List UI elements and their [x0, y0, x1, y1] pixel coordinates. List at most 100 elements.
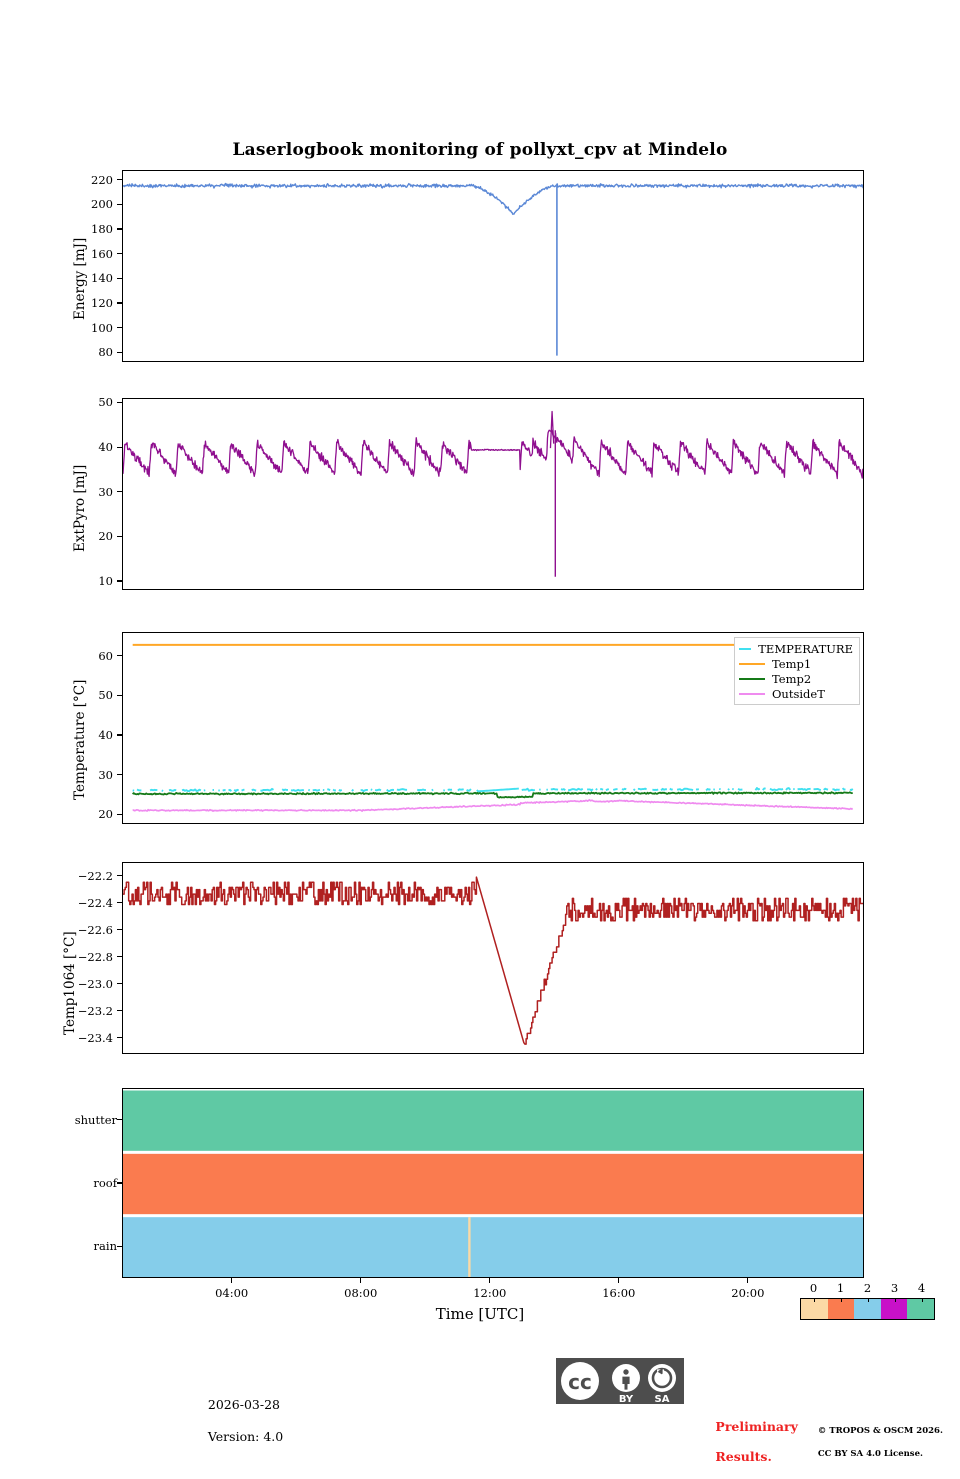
y-tick-mark — [117, 446, 122, 448]
copyright-note: © TROPOS & OSCM 2026. CC BY SA 4.0 Licen… — [806, 1414, 943, 1472]
colorbar-tick-label: 2 — [863, 1281, 872, 1295]
cc-by-sa-badge: cc BY SA — [556, 1358, 684, 1408]
y-tick-label: 40 — [98, 727, 113, 742]
y-tick-label: 180 — [91, 222, 113, 237]
laserlogbook-figure: Laserlogbook monitoring of pollyxt_cpv a… — [62, 140, 943, 1464]
legend-item: Temp1 — [739, 656, 853, 671]
y-tick-label: 20 — [98, 529, 113, 544]
copyright-line-1: © TROPOS & OSCM 2026. — [817, 1425, 943, 1436]
panel-extpyro — [122, 398, 864, 590]
status-row-rain — [123, 1217, 863, 1277]
y-tick-mark — [117, 734, 122, 736]
y-tick-label: 20 — [98, 807, 113, 822]
preliminary-results-note: Preliminary Results. — [698, 1404, 798, 1479]
footer-date-value: 2026-03-28 — [207, 1397, 280, 1412]
colorbar-tick-label: 1 — [836, 1281, 845, 1295]
preliminary-line-1: Preliminary — [715, 1419, 798, 1434]
status-plot-area — [123, 1090, 863, 1277]
y-tick-label: 220 — [91, 172, 113, 187]
axis-label-time: Time [UTC] — [435, 1305, 525, 1323]
y-tick-label: 40 — [98, 440, 113, 455]
y-tick-label: −23.0 — [77, 976, 113, 991]
legend-color-swatch — [739, 677, 765, 680]
y-tick-label: 30 — [98, 767, 113, 782]
y-tick-mark — [117, 773, 122, 776]
legend-label: Temp1 — [772, 656, 812, 671]
y-tick-label: 200 — [91, 197, 113, 212]
x-tick-mark — [489, 1278, 491, 1283]
cc-by-label: BY — [619, 1394, 634, 1404]
y-tick-mark — [117, 956, 122, 958]
status-row-tick — [117, 1182, 122, 1184]
status-row-label-shutter: shutter — [74, 1112, 117, 1127]
x-tick-label: 16:00 — [602, 1286, 636, 1300]
y-tick-mark — [117, 535, 122, 537]
y-tick-mark — [117, 302, 122, 304]
energy-plot-area — [123, 182, 863, 356]
y-tick-mark — [117, 874, 122, 877]
panel-temp1064 — [122, 862, 864, 1054]
temp1064-plot-area — [123, 876, 863, 1045]
colorbar-tick-label: 0 — [809, 1281, 818, 1295]
colorbar-cell-2 — [854, 1299, 881, 1319]
y-tick-label: 120 — [91, 295, 113, 310]
y-tick-mark — [117, 901, 122, 904]
legend-color-swatch — [739, 692, 765, 695]
x-tick-mark — [747, 1278, 749, 1283]
legend-label: Temp2 — [772, 671, 812, 686]
cc-sa-label: SA — [655, 1394, 670, 1404]
colorbar-cell-4 — [907, 1299, 934, 1319]
colorbar-tick-label: 3 — [890, 1281, 899, 1295]
y-tick-label: −22.6 — [77, 922, 113, 937]
y-tick-mark — [117, 491, 122, 493]
y-tick-label: 50 — [98, 688, 113, 703]
x-tick-label: 12:00 — [473, 1286, 507, 1300]
y-tick-mark — [117, 1010, 122, 1012]
panel-energy — [122, 170, 864, 362]
colorbar-tick-mark — [840, 1298, 842, 1302]
colorbar-cell-3 — [880, 1299, 908, 1319]
legend-item: TEMPERATURE — [739, 641, 853, 656]
legend-color-swatch — [739, 662, 765, 665]
temperature-plot-area — [131, 643, 854, 813]
temperature-legend: TEMPERATURE Temp1 Temp2 OutsideT — [734, 637, 860, 705]
x-tick-mark — [360, 1278, 362, 1283]
y-tick-mark — [117, 228, 122, 230]
y-tick-mark — [117, 401, 122, 404]
colorbar-tick-mark — [921, 1298, 923, 1302]
y-tick-mark — [117, 203, 122, 206]
y-tick-mark — [117, 694, 122, 696]
y-tick-label: 80 — [98, 345, 113, 360]
y-tick-label: −22.4 — [77, 895, 113, 910]
colorbar-tick-mark — [894, 1298, 896, 1302]
y-tick-label: 60 — [98, 648, 113, 663]
x-tick-label: 20:00 — [731, 1286, 765, 1300]
y-tick-mark — [117, 1037, 122, 1039]
legend-color-swatch — [739, 647, 752, 650]
y-tick-mark — [117, 253, 122, 255]
y-tick-label: 160 — [91, 246, 113, 261]
y-tick-mark — [117, 580, 122, 582]
y-tick-mark — [117, 983, 122, 985]
x-tick-mark — [231, 1278, 233, 1283]
extpyro-plot-area — [123, 410, 863, 577]
page-title: Laserlogbook monitoring of pollyxt_cpv a… — [232, 140, 728, 160]
status-row-tick — [117, 1245, 122, 1247]
cc-by-sa-icon: cc BY SA — [556, 1358, 684, 1405]
y-tick-label: 10 — [98, 574, 113, 589]
y-tick-label: −22.2 — [77, 868, 113, 883]
x-tick-mark — [618, 1278, 620, 1283]
legend-item: Temp2 — [739, 671, 853, 686]
status-row-label-roof: roof — [93, 1176, 117, 1190]
svg-text:cc: cc — [568, 1370, 592, 1394]
status-row-roof — [123, 1153, 863, 1215]
colorbar-tick-label: 4 — [917, 1281, 926, 1295]
legend-label: OutsideT — [772, 686, 825, 701]
footer-date: 2026-03-28 Version: 4.0 — [192, 1381, 283, 1461]
y-tick-mark — [117, 326, 122, 329]
legend-item: OutsideT — [739, 686, 853, 701]
status-row-label-rain: rain — [93, 1239, 117, 1254]
footer-version-value: Version: 4.0 — [207, 1429, 284, 1444]
colorbar-cell-0 — [801, 1299, 828, 1319]
y-tick-mark — [117, 179, 122, 181]
